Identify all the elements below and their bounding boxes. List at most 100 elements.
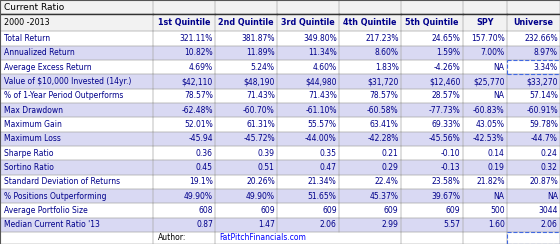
Text: Author:: Author:: [158, 234, 186, 243]
Text: 2.06: 2.06: [541, 220, 558, 229]
Bar: [507, 117, 560, 132]
Bar: [507, 60, 560, 74]
Bar: [507, 46, 560, 60]
Bar: [153, 203, 215, 217]
Bar: [153, 217, 215, 232]
Text: 11.34%: 11.34%: [308, 49, 337, 57]
Bar: [401, 217, 463, 232]
Text: 49.90%: 49.90%: [246, 192, 275, 201]
Text: 57.14%: 57.14%: [529, 92, 558, 100]
Bar: [507, 74, 560, 89]
Bar: [507, 232, 560, 244]
Bar: [401, 60, 463, 74]
Bar: [507, 31, 560, 46]
Bar: [153, 132, 215, 146]
Text: Maximum Loss: Maximum Loss: [4, 134, 62, 143]
Text: $44,980: $44,980: [305, 77, 337, 86]
Text: 0.51: 0.51: [258, 163, 275, 172]
Bar: [463, 117, 507, 132]
Bar: [0, 60, 153, 74]
Text: 0.21: 0.21: [382, 149, 399, 158]
Bar: [463, 175, 507, 189]
Bar: [277, 217, 339, 232]
Text: 1st Quintile: 1st Quintile: [158, 18, 211, 27]
Bar: [215, 14, 277, 31]
Bar: [463, 74, 507, 89]
Text: 381.87%: 381.87%: [241, 34, 275, 43]
Text: 45.37%: 45.37%: [370, 192, 399, 201]
Text: 20.87%: 20.87%: [529, 177, 558, 186]
Text: 4th Quintile: 4th Quintile: [343, 18, 396, 27]
Bar: [153, 160, 215, 175]
Text: 0.29: 0.29: [382, 163, 399, 172]
Text: 1.59%: 1.59%: [436, 49, 460, 57]
Text: 0.45: 0.45: [196, 163, 213, 172]
Bar: [277, 89, 339, 103]
Text: 0.24: 0.24: [541, 149, 558, 158]
Text: Value of $10,000 Invested (14yr.): Value of $10,000 Invested (14yr.): [4, 77, 132, 86]
Bar: [0, 0, 153, 14]
Text: Average Excess Return: Average Excess Return: [4, 63, 92, 72]
Bar: [463, 146, 507, 160]
Text: 0.87: 0.87: [196, 220, 213, 229]
Text: -42.53%: -42.53%: [473, 134, 505, 143]
Text: 0.19: 0.19: [488, 163, 505, 172]
Text: 78.57%: 78.57%: [184, 92, 213, 100]
Text: 10.82%: 10.82%: [184, 49, 213, 57]
Bar: [277, 103, 339, 117]
Bar: [507, 175, 560, 189]
Bar: [0, 175, 153, 189]
Bar: [153, 89, 215, 103]
Bar: [401, 117, 463, 132]
Text: -0.13: -0.13: [441, 163, 460, 172]
Bar: [277, 31, 339, 46]
Bar: [401, 89, 463, 103]
Bar: [215, 160, 277, 175]
Bar: [339, 132, 401, 146]
Text: 609: 609: [260, 206, 275, 215]
Bar: [215, 117, 277, 132]
Bar: [153, 31, 215, 46]
Text: 78.57%: 78.57%: [370, 92, 399, 100]
Text: 71.43%: 71.43%: [308, 92, 337, 100]
Bar: [0, 89, 153, 103]
Bar: [0, 74, 153, 89]
Bar: [215, 0, 277, 14]
Text: 55.57%: 55.57%: [307, 120, 337, 129]
Text: 11.89%: 11.89%: [246, 49, 275, 57]
Bar: [339, 160, 401, 175]
Text: 39.67%: 39.67%: [432, 192, 460, 201]
Text: -61.10%: -61.10%: [305, 106, 337, 115]
Text: 500: 500: [490, 206, 505, 215]
Text: NA: NA: [494, 92, 505, 100]
Text: 4.69%: 4.69%: [189, 63, 213, 72]
Text: 69.33%: 69.33%: [432, 120, 460, 129]
Text: 2nd Quintile: 2nd Quintile: [218, 18, 274, 27]
Bar: [215, 203, 277, 217]
Text: 349.80%: 349.80%: [303, 34, 337, 43]
Text: 1.60: 1.60: [488, 220, 505, 229]
Text: 19.1%: 19.1%: [189, 177, 213, 186]
Text: 3.34%: 3.34%: [534, 63, 558, 72]
Text: 63.41%: 63.41%: [370, 120, 399, 129]
Text: -45.56%: -45.56%: [429, 134, 460, 143]
Text: Total Return: Total Return: [4, 34, 50, 43]
Bar: [339, 146, 401, 160]
Bar: [401, 175, 463, 189]
Text: 52.01%: 52.01%: [184, 120, 213, 129]
Bar: [153, 0, 215, 14]
Text: -0.10: -0.10: [441, 149, 460, 158]
Text: $33,270: $33,270: [526, 77, 558, 86]
Bar: [507, 189, 560, 203]
Text: 2.99: 2.99: [382, 220, 399, 229]
Text: 609: 609: [322, 206, 337, 215]
Text: 21.82%: 21.82%: [476, 177, 505, 186]
Text: -44.00%: -44.00%: [305, 134, 337, 143]
Text: 1.83%: 1.83%: [375, 63, 399, 72]
Bar: [153, 60, 215, 74]
Bar: [339, 117, 401, 132]
Bar: [507, 217, 560, 232]
Bar: [0, 31, 153, 46]
Text: 0.32: 0.32: [541, 163, 558, 172]
Bar: [153, 74, 215, 89]
